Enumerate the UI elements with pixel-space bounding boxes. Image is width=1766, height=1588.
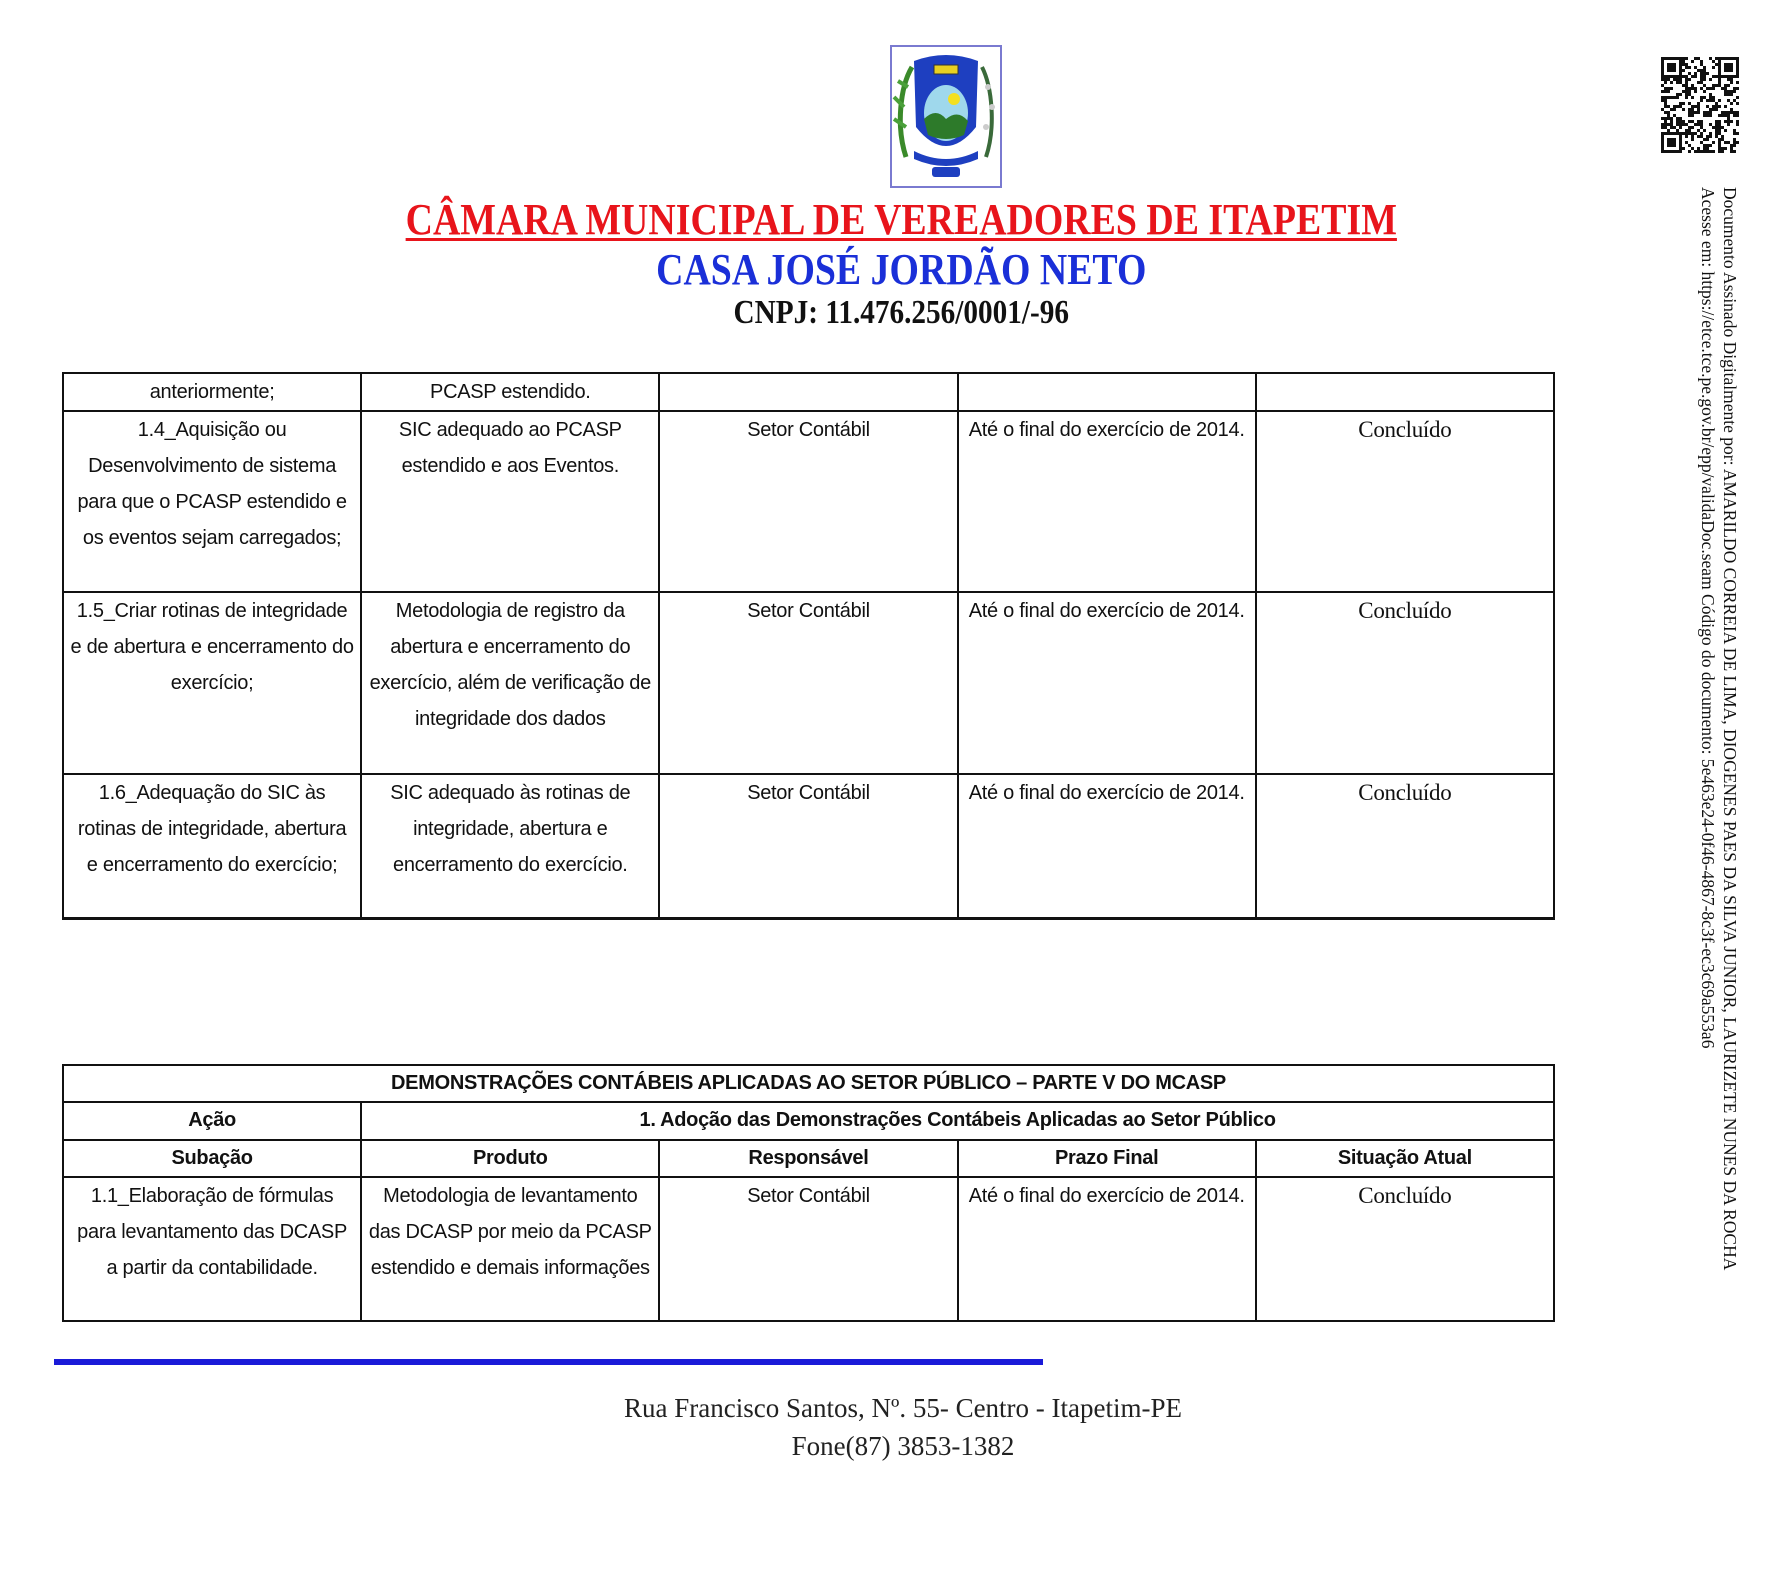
header-row: Subação Produto Responsável Prazo Final … [61, 1139, 1556, 1178]
cell-responsavel: Setor Contábil [658, 773, 959, 920]
cell-situacao: Concluído [1254, 773, 1556, 920]
footer-address: Rua Francisco Santos, Nº. 55- Centro - I… [623, 1393, 1183, 1423]
header-subacao: Subação [61, 1139, 363, 1178]
cell-subacao: 1.6_Adequação do SIC às rotinas de integ… [61, 773, 363, 920]
header-responsavel: Responsável [658, 1139, 959, 1178]
institution-subtitle: CASA JOSÉ JORDÃO NETO [656, 245, 1147, 294]
cell-situacao [1254, 372, 1556, 412]
cell-produto: SIC adequado ao PCASP estendido e aos Ev… [360, 410, 661, 593]
table-row: 1.5_Criar rotinas de integridade e de ab… [61, 591, 1556, 775]
cell-prazo: Até o final do exercício de 2014. [956, 591, 1257, 775]
cell-prazo: Até o final do exercício de 2014. [956, 1176, 1257, 1322]
acao-value: 1. Adoção das Demonstrações Contábeis Ap… [360, 1101, 1555, 1141]
header-situacao-atual: Situação Atual [1254, 1139, 1556, 1178]
cell-subacao: 1.1_Elaboração de fórmulas para levantam… [61, 1176, 363, 1322]
cell-produto: Metodologia de levantamento das DCASP po… [360, 1176, 661, 1322]
header-prazo-final: Prazo Final [956, 1139, 1257, 1178]
table-row: anteriormente; PCASP estendido. [61, 372, 1556, 412]
cell-situacao: Concluído [1254, 410, 1556, 593]
cell-produto: PCASP estendido. [360, 372, 661, 412]
cell-prazo: Até o final do exercício de 2014. [956, 410, 1257, 593]
cell-subacao: 1.5_Criar rotinas de integridade e de ab… [61, 591, 363, 775]
table-title-row: DEMONSTRAÇÕES CONTÁBEIS APLICADAS AO SET… [62, 1064, 1555, 1103]
cell-prazo [956, 372, 1257, 412]
cell-responsavel: Setor Contábil [658, 410, 959, 593]
cell-responsavel: Setor Contábil [658, 591, 959, 775]
dcasp-table: DEMONSTRAÇÕES CONTÁBEIS APLICADAS AO SET… [61, 1064, 1556, 1322]
table-row: 1.4_Aquisição ou Desenvolvimento de sist… [61, 410, 1556, 593]
acao-label: Ação [61, 1101, 363, 1141]
cell-subacao: anteriormente; [61, 372, 363, 412]
cell-responsavel: Setor Contábil [658, 1176, 959, 1322]
institution-title: CÂMARA MUNICIPAL DE VEREADORES DE ITAPET… [405, 195, 1397, 244]
digital-signature-notice: Documento Assinado Digitalmente por: AMA… [1720, 187, 1740, 1271]
cell-produto: Metodologia de registro da abertura e en… [360, 591, 661, 775]
table-row: 1.1_Elaboração de fórmulas para levantam… [61, 1176, 1556, 1322]
cell-produto: SIC adequado às rotinas de integridade, … [360, 773, 661, 920]
cnpj-number: CNPJ: 11.476.256/0001/-96 [733, 294, 1069, 331]
footer-phone: Fone(87) 3853-1382 [791, 1431, 1015, 1461]
municipal-coat-of-arms-logo [890, 45, 1002, 188]
table-title: DEMONSTRAÇÕES CONTÁBEIS APLICADAS AO SET… [62, 1064, 1555, 1103]
footer-divider [54, 1359, 1043, 1365]
cell-situacao: Concluído [1254, 591, 1556, 775]
validation-link[interactable]: Acesse em: https://etce.tce.pe.gov.br/ep… [1698, 187, 1718, 1049]
qr-code-icon[interactable] [1661, 57, 1739, 153]
action-plan-table-continued: anteriormente; PCASP estendido. 1.4_Aqui… [61, 372, 1556, 920]
table-row: 1.6_Adequação do SIC às rotinas de integ… [61, 773, 1556, 920]
cell-situacao: Concluído [1254, 1176, 1556, 1322]
cell-prazo: Até o final do exercício de 2014. [956, 773, 1257, 920]
header-produto: Produto [360, 1139, 661, 1178]
acao-row: Ação 1. Adoção das Demonstrações Contábe… [61, 1101, 1555, 1141]
cell-responsavel [658, 372, 959, 412]
cell-subacao: 1.4_Aquisição ou Desenvolvimento de sist… [61, 410, 363, 593]
